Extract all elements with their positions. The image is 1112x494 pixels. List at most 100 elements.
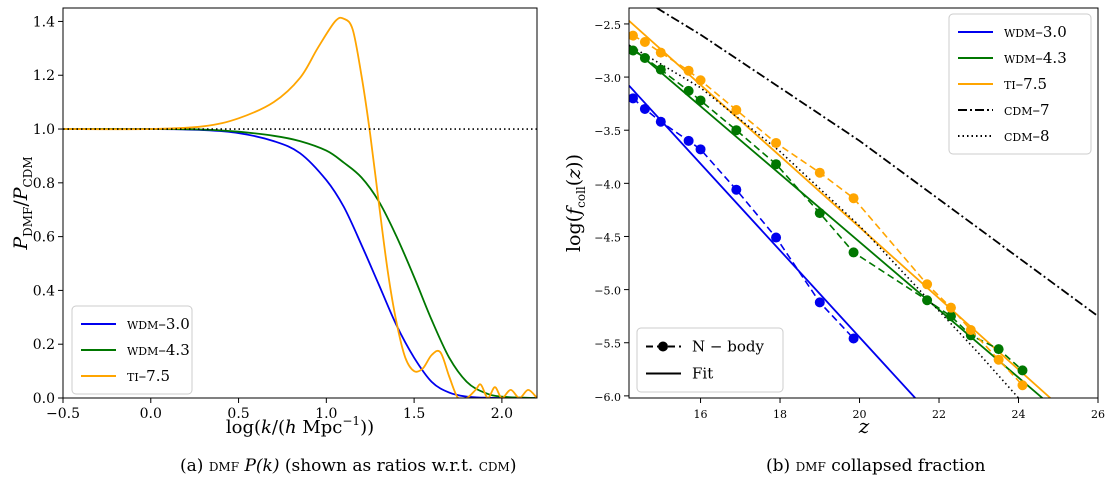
chart-a-power-spectrum-ratio: −0.5 0.0 0.5 1.0 1.5 2.00.00.20.40.60.81.01.2… [10, 7, 538, 438]
legend-label: wdm–4.3 [127, 341, 190, 359]
x-tick-label: 2.0 [491, 406, 513, 422]
x-tick-label: 22 [932, 408, 946, 421]
chart-a-y-axis-label: PDMF/PCDM [10, 156, 35, 250]
nbody-point [655, 116, 666, 127]
nbody-point [993, 354, 1004, 365]
nbody-point [695, 95, 706, 106]
nbody-point [629, 93, 638, 104]
caption-b: (b) dmf collapsed fraction [766, 456, 985, 476]
chart-b-plot-area [629, 8, 1098, 398]
y-tick-label: −4.5 [594, 231, 621, 244]
y-tick-label: −5.0 [594, 285, 621, 298]
nbody-point [683, 135, 694, 146]
fit-line [629, 44, 1020, 398]
x-tick-label: −0.5 [46, 406, 80, 422]
caption-a: (a) dmf P(k) (shown as ratios w.r.t. cdm… [180, 456, 516, 476]
nbody-point [965, 324, 976, 335]
x-tick-label: 1.5 [403, 406, 425, 422]
caption-a-dmf: dmf [208, 456, 240, 476]
nbody-point [695, 75, 706, 86]
caption-a-text: (shown as ratios w.r.t. [279, 456, 479, 476]
legend-label: N − body [692, 338, 764, 356]
nbody-point [639, 103, 650, 114]
chart-a-ticks: −0.5 0.0 0.5 1.0 1.5 2.00.00.20.40.60.81.01.2… [33, 14, 513, 422]
x-tick-label: 1.0 [315, 406, 337, 422]
chart-b-collapsed-fraction: 16 18 20 22 24 26 −2.5 −3.0 −3.5 −4.0 −4.5 −5.0 −5.5… [563, 7, 1105, 438]
y-tick-label: −3.5 [594, 125, 621, 138]
fit-line [656, 8, 1098, 317]
nbody-point [639, 52, 650, 63]
nbody-point [639, 37, 650, 48]
caption-a-prefix: (a) [180, 456, 209, 476]
y-tick-label: 0.6 [33, 230, 55, 246]
fit-line [629, 84, 916, 398]
chart-b-legend-nbody-fit: N − body Fit [636, 327, 784, 393]
legend-label: ti–7.5 [1004, 75, 1047, 93]
chart-b-frame [628, 7, 1099, 399]
nbody-point [629, 45, 638, 56]
nbody-point [945, 311, 956, 322]
nbody-point [993, 344, 1004, 355]
caption-b-prefix: (b) [766, 456, 796, 476]
x-tick-label: 20 [853, 408, 867, 421]
caption-a-cdm: cdm [478, 456, 510, 476]
legend-label: cdm–8 [1004, 127, 1050, 145]
legend-frame [636, 327, 784, 393]
nbody-point [922, 295, 933, 306]
y-tick-label: 0.8 [33, 176, 55, 192]
nbody-point [629, 30, 638, 41]
y-tick-label: 1.4 [33, 14, 55, 30]
nbody-point [731, 125, 742, 136]
nbody-line [632, 49, 1024, 371]
y-tick-label: 1.0 [33, 122, 55, 138]
nbody-point [655, 64, 666, 75]
y-tick-label: 0.4 [33, 283, 55, 299]
chart-a-legend: wdm–3.0 wdm–4.3 ti–7.5 [71, 305, 193, 395]
x-tick-label: 24 [1012, 408, 1026, 421]
x-tick-label: 16 [694, 408, 708, 421]
y-tick-label: −4.0 [594, 178, 621, 191]
nbody-line [632, 97, 855, 340]
nbody-point [771, 137, 782, 148]
chart-b-x-axis-label: z [858, 414, 870, 438]
nbody-point [771, 232, 782, 243]
y-tick-label: −6.0 [594, 391, 621, 404]
nbody-point [814, 208, 825, 219]
nbody-point [655, 47, 666, 58]
caption-b-dmf: dmf [795, 456, 826, 476]
x-tick-label: 18 [773, 408, 787, 421]
caption-a-end: ) [509, 456, 517, 476]
chart-b-ticks: 16 18 20 22 24 26 −2.5 −3.0 −3.5 −4.0 −4.5 −5.0 −5.5… [594, 19, 1105, 421]
x-tick-label: 0.0 [140, 406, 162, 422]
nbody-point [1017, 380, 1028, 391]
legend-frame [71, 305, 193, 395]
y-tick-label: −5.5 [594, 338, 621, 351]
legend-label: cdm–7 [1004, 101, 1050, 119]
series-line [63, 16, 537, 398]
y-tick-label: −2.5 [594, 19, 621, 32]
x-tick-label: 26 [1091, 408, 1105, 421]
nbody-point [695, 144, 706, 155]
nbody-point [731, 105, 742, 116]
nbody-point [683, 85, 694, 96]
y-tick-label: −3.0 [594, 72, 621, 85]
legend-frame [948, 13, 1092, 155]
chart-a-plot-area [63, 16, 537, 398]
nbody-point [731, 184, 742, 195]
figure: −0.5 0.0 0.5 1.0 1.5 2.00.00.20.40.60.81.01.2… [10, 7, 1105, 438]
legend-label: wdm–4.3 [1004, 49, 1067, 67]
chart-a-frame [62, 7, 538, 399]
nbody-point [848, 247, 859, 258]
nbody-point [945, 302, 956, 313]
legend-label: wdm–3.0 [127, 315, 190, 333]
y-tick-label: 0.2 [33, 337, 55, 353]
legend-label: wdm–3.0 [1004, 23, 1067, 41]
chart-b-legend: wdm–3.0 wdm–4.3 ti–7.5 cdm–7 cdm–8 [948, 13, 1092, 155]
nbody-point [922, 279, 933, 290]
nbody-point [848, 193, 859, 204]
nbody-point [771, 159, 782, 170]
nbody-point [848, 333, 859, 344]
chart-a-x-axis-label: log(k/(h Mpc−1)) [226, 414, 374, 438]
nbody-point [814, 297, 825, 308]
y-tick-label: 1.2 [33, 68, 55, 84]
